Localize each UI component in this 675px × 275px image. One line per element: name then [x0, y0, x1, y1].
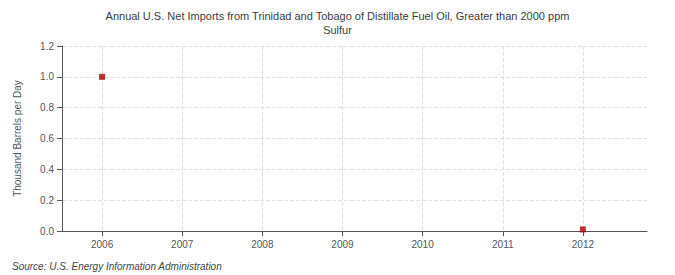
svg-text:2007: 2007	[171, 239, 194, 250]
svg-text:2012: 2012	[572, 239, 595, 250]
svg-text:1.0: 1.0	[40, 71, 54, 82]
svg-text:2006: 2006	[91, 239, 114, 250]
svg-text:0.2: 0.2	[40, 195, 54, 206]
svg-text:2010: 2010	[411, 239, 434, 250]
svg-text:2009: 2009	[331, 239, 354, 250]
svg-text:1.2: 1.2	[40, 41, 54, 52]
svg-text:Sulfur: Sulfur	[323, 24, 352, 36]
svg-text:Source: U.S. Energy Informatio: Source: U.S. Energy Information Administ…	[12, 261, 222, 272]
svg-text:Thousand Barrels per Day: Thousand Barrels per Day	[12, 80, 23, 197]
svg-text:0.0: 0.0	[40, 226, 54, 237]
svg-text:0.8: 0.8	[40, 102, 54, 113]
svg-text:0.4: 0.4	[40, 164, 54, 175]
svg-text:2008: 2008	[251, 239, 274, 250]
svg-text:2011: 2011	[492, 239, 514, 250]
svg-text:Annual U.S. Net Imports from T: Annual U.S. Net Imports from Trinidad an…	[106, 10, 570, 22]
svg-text:0.6: 0.6	[40, 133, 54, 144]
